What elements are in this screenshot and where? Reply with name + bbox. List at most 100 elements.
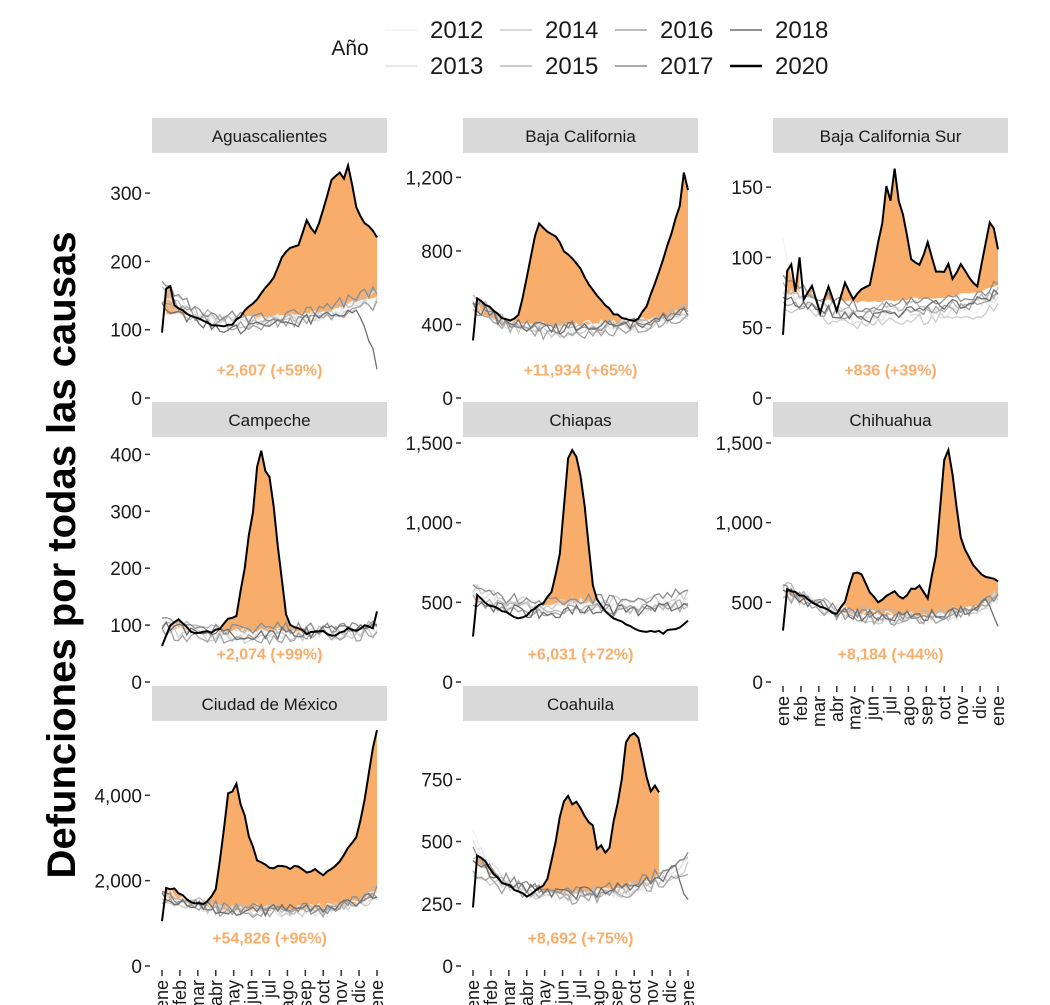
- x-tick-label: sep: [606, 980, 626, 1005]
- x-tick-label: jun: [863, 696, 883, 721]
- excess-annotation: +54,826 (+96%): [212, 931, 327, 948]
- y-tick-label: 750: [421, 770, 453, 791]
- panel-baja-california-sur: Baja California Sur 0 50 100 150 +836 (+39%): [731, 118, 1008, 410]
- x-tick-label: ago: [277, 980, 297, 1005]
- excess-annotation: +2,607 (+59%): [217, 363, 323, 380]
- excess-area: [543, 450, 598, 607]
- x-tick-label: ene: [367, 980, 387, 1005]
- legend-title: Año: [331, 37, 368, 60]
- x-tick-label: feb: [791, 696, 811, 721]
- legend-label-2016: 2016: [660, 17, 713, 44]
- x-tick-label: sep: [295, 980, 315, 1005]
- excess-area: [166, 730, 377, 912]
- panel-title: Aguascalientes: [212, 127, 327, 146]
- x-tick-label: ene: [463, 980, 483, 1005]
- y-tick-label: 200: [110, 559, 142, 580]
- y-tick-label: 500: [731, 593, 763, 614]
- y-tick-label: 0: [442, 957, 453, 978]
- panel-ciudad-de-m-xico: Ciudad de México 0 2,000 4,000 +54,826 (+96%…: [94, 686, 387, 1005]
- x-tick-label: abr: [517, 980, 537, 1005]
- legend-entry-2015: 2015: [500, 53, 598, 80]
- series-line-2016: [782, 293, 999, 321]
- x-tick-label: jul: [260, 980, 280, 999]
- x-tick-label: jul: [571, 980, 591, 999]
- x-tick-label: oct: [313, 980, 333, 1004]
- x-tick-label: ene: [152, 980, 172, 1005]
- x-tick-label: dic: [349, 980, 369, 1003]
- y-tick-label: 0: [752, 673, 763, 694]
- series-line-2018: [782, 588, 999, 627]
- x-tick-label: ene: [773, 696, 793, 726]
- y-tick-label: 0: [131, 389, 142, 410]
- panel-title: Baja California Sur: [820, 127, 962, 146]
- excess-area: [840, 450, 998, 617]
- series-line-2020: [161, 729, 378, 922]
- series-line-2018: [161, 302, 378, 370]
- y-tick-label: 1,500: [405, 434, 453, 455]
- excess-area: [240, 165, 377, 318]
- panel-strip: [463, 686, 698, 721]
- y-tick-label: 800: [421, 242, 453, 263]
- series-line-2017: [161, 617, 378, 635]
- panel-title: Chihuahua: [849, 411, 932, 430]
- series-line-2018: [472, 860, 689, 901]
- y-tick-label: 500: [421, 593, 453, 614]
- x-tick-label: may: [535, 980, 555, 1005]
- legend-label-2015: 2015: [545, 53, 598, 80]
- excess-annotation: +836 (+39%): [844, 363, 937, 380]
- panel-strip: [773, 118, 1008, 153]
- y-tick-label: 1,200: [405, 168, 453, 189]
- excess-annotation: +2,074 (+99%): [217, 647, 323, 664]
- legend-label-2020: 2020: [775, 53, 828, 80]
- panel-campeche: Campeche 0 100 200 300 400 +2,074 (+99%): [110, 402, 387, 694]
- series-line-2020: [472, 172, 689, 341]
- x-tick-label: feb: [481, 980, 501, 1005]
- x-tick-label: may: [224, 980, 244, 1005]
- legend-label-2018: 2018: [775, 17, 828, 44]
- legend-label-2013: 2013: [430, 53, 483, 80]
- y-tick-label: 0: [131, 673, 142, 694]
- y-tick-label: 50: [742, 319, 763, 340]
- series-line-2020: [161, 450, 378, 647]
- x-tick-label: nov: [331, 980, 351, 1005]
- panel-aguascalientes: Aguascalientes 0 100 200 300 +2,607 (+59%): [110, 118, 387, 410]
- series-line-2020: [782, 168, 999, 335]
- y-tick-label: 0: [131, 957, 142, 978]
- legend-entry-2020: 2020: [730, 53, 828, 80]
- y-tick-label: 400: [421, 315, 453, 336]
- excess-annotation: +8,692 (+75%): [528, 931, 634, 948]
- x-tick-label: ago: [588, 980, 608, 1005]
- y-tick-label: 2,000: [94, 872, 142, 893]
- excess-area: [535, 733, 660, 895]
- legend-label-2012: 2012: [430, 17, 483, 44]
- y-tick-label: 1,000: [405, 514, 453, 535]
- x-tick-label: may: [845, 696, 865, 730]
- panel-strip: [463, 402, 698, 437]
- series-line-2017: [782, 584, 999, 623]
- y-tick-label: 0: [442, 673, 453, 694]
- y-tick-label: 100: [731, 248, 763, 269]
- y-axis-title: Defunciones por todas las causas: [40, 232, 84, 879]
- x-tick-label: mar: [809, 696, 829, 727]
- y-tick-label: 1,000: [715, 514, 763, 535]
- series-line-2015: [161, 286, 378, 327]
- panel-baja-california: Baja California 0 400 800 1,200 +11,934 (+65%…: [405, 118, 698, 410]
- series-line-2020: [161, 161, 378, 333]
- x-tick-label: dic: [660, 980, 680, 1003]
- y-tick-label: 300: [110, 184, 142, 205]
- legend-entry-2013: 2013: [385, 53, 483, 80]
- series-line-2020: [472, 447, 689, 637]
- series-line-2016: [782, 593, 999, 626]
- panel-title: Campeche: [228, 411, 310, 430]
- series-line-2015: [161, 885, 378, 916]
- x-tick-label: jul: [881, 696, 901, 715]
- legend: Año 2012 2013 2014 2015 2016 2017 2018 2020: [331, 17, 828, 80]
- x-tick-label: mar: [499, 980, 519, 1005]
- series-line-2020: [782, 446, 999, 631]
- legend-entry-2016: 2016: [615, 17, 713, 44]
- y-tick-label: 200: [110, 252, 142, 273]
- series-line-2017: [472, 584, 689, 607]
- legend-entry-2018: 2018: [730, 17, 828, 44]
